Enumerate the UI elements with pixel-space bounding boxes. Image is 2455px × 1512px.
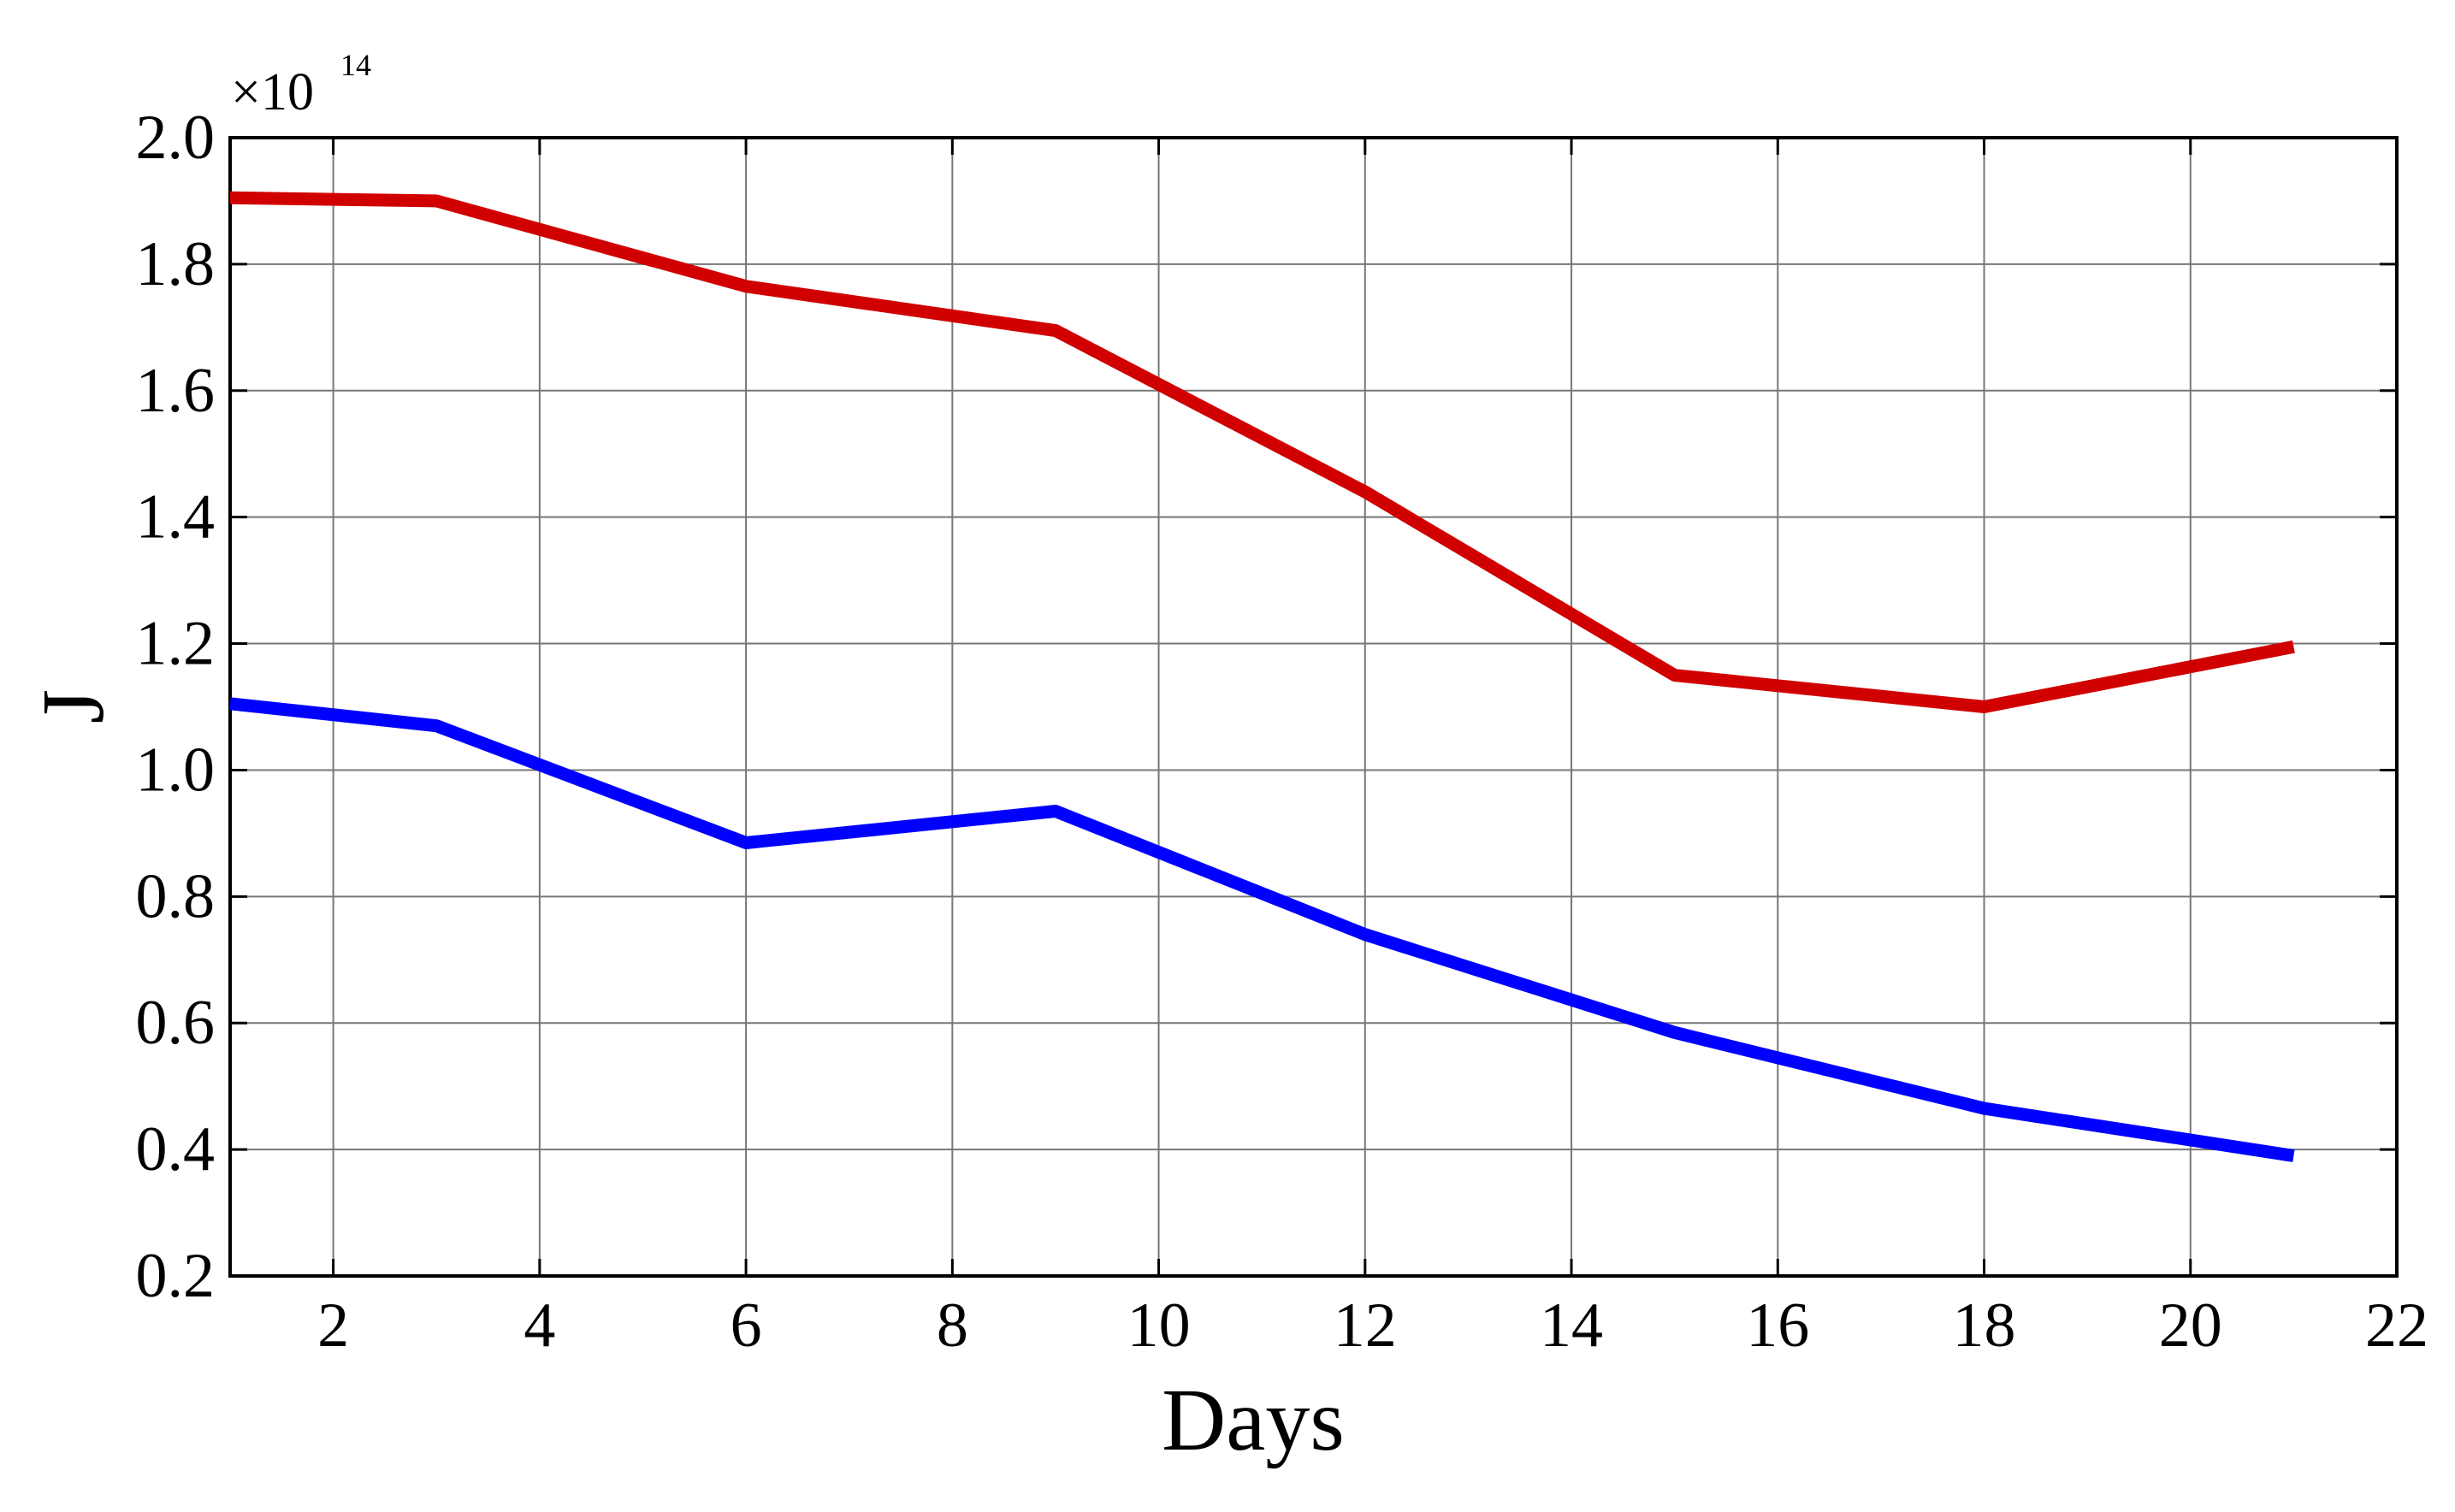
data-line <box>229 697 2295 1162</box>
x-tick-label: 2 <box>317 1291 349 1361</box>
data-line <box>229 191 2295 713</box>
x-tick-label: 8 <box>937 1291 968 1361</box>
x-tick-label: 22 <box>2365 1291 2428 1361</box>
x-tick-label: 16 <box>1746 1291 1809 1361</box>
y-tick-label: 0.4 <box>136 1114 216 1184</box>
y-tick-label: 1.4 <box>136 482 216 552</box>
y-axis-label: J <box>24 689 122 724</box>
x-tick-label: 12 <box>1334 1291 1397 1361</box>
y-multiplier-base: ×10 <box>231 63 314 121</box>
x-tick-label: 4 <box>524 1291 555 1361</box>
x-tick-label: 20 <box>2159 1291 2222 1361</box>
y-tick-label: 1.0 <box>136 735 216 805</box>
x-tick-label: 6 <box>731 1291 762 1361</box>
y-tick-label: 0.8 <box>136 861 216 931</box>
plot-frame <box>228 136 2399 1278</box>
x-tick-label: 18 <box>1953 1291 2016 1361</box>
y-tick-label: 1.6 <box>136 356 216 426</box>
y-tick-label: 1.2 <box>136 609 216 679</box>
y-tick-label: 1.8 <box>136 229 216 299</box>
y-tick-label: 0.6 <box>136 988 216 1058</box>
x-axis-label: Days <box>1162 1371 1345 1469</box>
y-tick-label: 0.2 <box>136 1241 216 1311</box>
x-tick-label: 14 <box>1540 1291 1603 1361</box>
x-tick-label: 10 <box>1127 1291 1191 1361</box>
y-multiplier-exponent: 14 <box>340 48 371 82</box>
y-tick-label: 2.0 <box>136 103 216 173</box>
